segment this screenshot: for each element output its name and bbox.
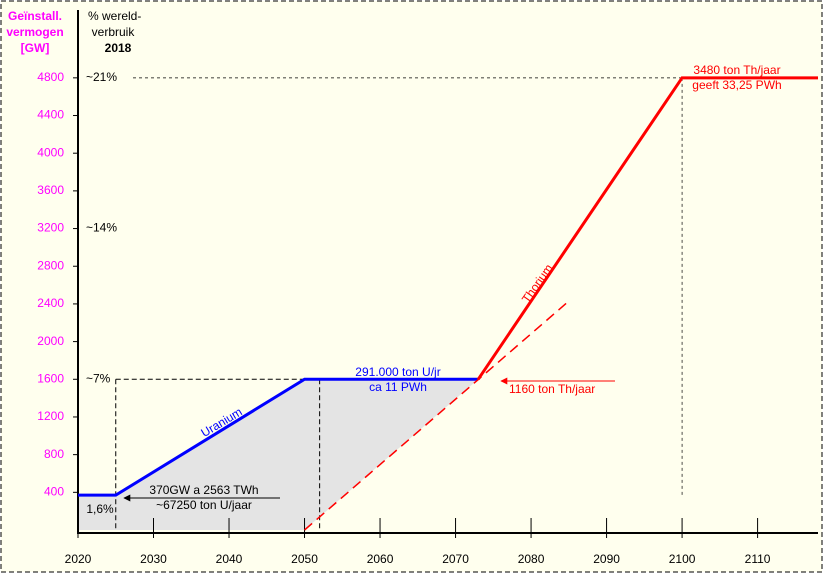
y-tick-label: 1200 (37, 409, 64, 423)
y-tick-label: 400 (44, 484, 64, 498)
annotation: 370GW a 2563 TWh (149, 483, 258, 497)
y-axis-label: vermogen (6, 25, 63, 39)
y2-axis-label: % wereld- (88, 9, 141, 23)
x-tick-label: 2090 (593, 552, 620, 566)
x-tick-label: 2100 (669, 552, 696, 566)
percent-label: ~7% (86, 371, 111, 385)
y-tick-label: 3200 (37, 221, 64, 235)
y2-axis-label: 2018 (105, 41, 132, 55)
y-tick-label: 4000 (37, 145, 64, 159)
y-tick-label: 4800 (37, 70, 64, 84)
x-tick-label: 2050 (291, 552, 318, 566)
y-tick-label: 2800 (37, 258, 64, 272)
annotation: 1160 ton Th/jaar (509, 382, 595, 396)
y-tick-label: 1600 (37, 371, 64, 385)
annotation: 291.000 ton U/jr (355, 365, 440, 379)
x-tick-label: 2110 (745, 552, 771, 566)
annotation: ~67250 ton U/jaar (156, 498, 252, 512)
y2-axis-label: verbruik (92, 25, 136, 39)
x-tick-label: 2080 (518, 552, 545, 566)
annotation: 3480 ton Th/jaar (693, 63, 780, 77)
y-tick-label: 4400 (37, 108, 64, 122)
x-tick-label: 2060 (367, 552, 394, 566)
y-tick-label: 800 (44, 447, 64, 461)
y-tick-label: 2000 (37, 334, 64, 348)
x-tick-label: 2020 (65, 552, 92, 566)
x-tick-label: 2030 (140, 552, 167, 566)
x-tick-label: 2040 (216, 552, 243, 566)
annotation: ca 11 PWh (369, 380, 427, 394)
y-tick-label: 3600 (37, 183, 64, 197)
series-line (78, 377, 479, 497)
percent-label: ~14% (86, 221, 117, 235)
percent-label: ~21% (86, 70, 117, 84)
series-line (304, 300, 570, 531)
annotation: geeft 33,25 PWh (692, 78, 781, 92)
x-tick-label: 2070 (442, 552, 469, 566)
series-line (476, 76, 818, 381)
y-axis-label: [GW] (21, 41, 50, 55)
y-tick-label: 2400 (37, 296, 64, 310)
annotation: 1,6% (86, 502, 114, 516)
y-axis-label: Geïnstall. (8, 9, 62, 23)
uranium-area (78, 379, 479, 530)
